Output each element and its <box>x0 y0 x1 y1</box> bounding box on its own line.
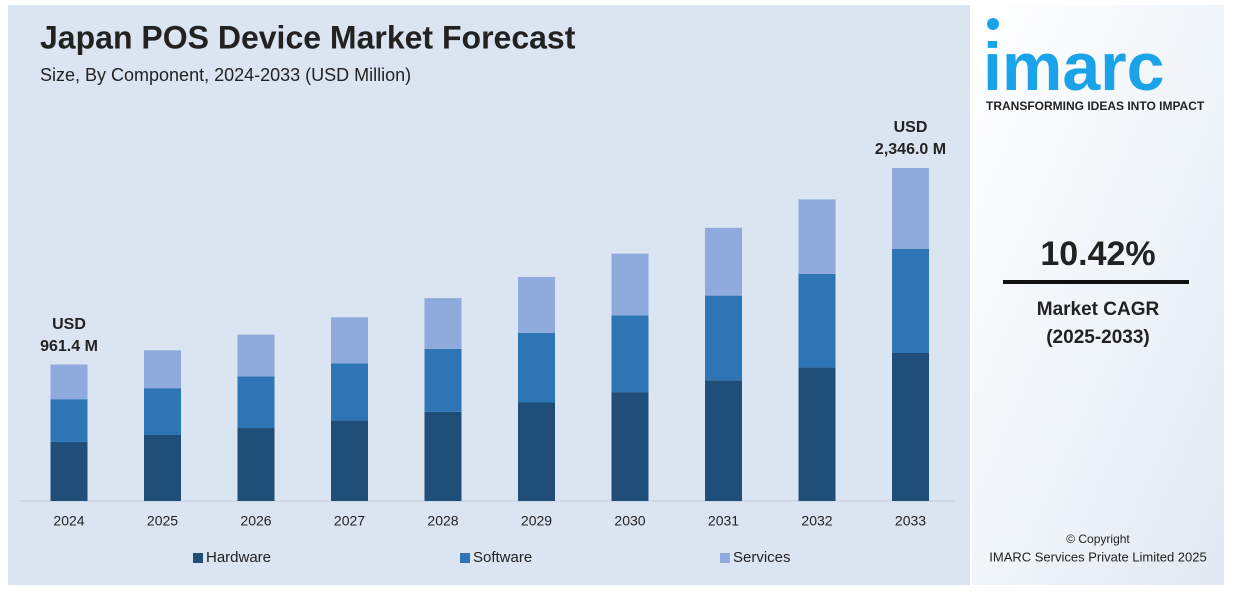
total-label: 961.4 M <box>40 338 98 355</box>
bar-segment <box>611 392 649 501</box>
bar-segment <box>331 420 368 501</box>
bar-segment <box>705 295 742 381</box>
bar-segment <box>424 411 462 501</box>
bar-segment <box>331 363 368 421</box>
bar-segment <box>611 315 649 393</box>
bar-segment <box>144 388 181 435</box>
logo: imarc <box>983 29 1164 105</box>
sidebar-background <box>972 5 1224 585</box>
bar-segment <box>50 399 88 442</box>
x-tick-label: 2028 <box>427 513 458 529</box>
total-label: USD <box>894 119 928 136</box>
cagr-label: Market CAGR <box>1037 299 1160 320</box>
legend-swatch <box>193 553 203 563</box>
tagline: TRANSFORMING IDEAS INTO IMPACT <box>986 99 1205 113</box>
total-label: USD <box>52 316 86 333</box>
bar-segment <box>237 376 275 429</box>
bar-segment <box>237 334 275 377</box>
x-tick-label: 2025 <box>147 513 178 529</box>
cagr-period: (2025-2033) <box>1046 327 1150 348</box>
bar-segment <box>424 298 462 349</box>
bar-segment <box>892 352 929 501</box>
chart-title: Japan POS Device Market Forecast <box>40 19 576 55</box>
x-tick-label: 2032 <box>801 513 832 529</box>
bar-segment <box>424 348 462 412</box>
bar-segment <box>705 227 742 296</box>
bar-segment <box>798 367 836 501</box>
company: IMARC Services Private Limited 2025 <box>989 549 1206 564</box>
chart-subtitle: Size, By Component, 2024-2033 (USD Milli… <box>40 65 411 85</box>
x-tick-label: 2027 <box>334 513 365 529</box>
bar-segment <box>518 332 555 403</box>
bar-segment <box>518 276 555 333</box>
legend-swatch <box>720 553 730 563</box>
bar-segment <box>892 248 929 353</box>
logo-dot <box>987 18 999 30</box>
bar-segment <box>798 199 836 274</box>
bar-segment <box>50 364 88 400</box>
copyright: © Copyright <box>1066 532 1130 546</box>
x-tick-label: 2024 <box>53 513 84 529</box>
bar-segment <box>611 253 649 316</box>
x-tick-label: 2033 <box>895 513 926 529</box>
bar-segment <box>144 350 181 389</box>
cagr-value: 10.42% <box>1040 235 1155 273</box>
bar-segment <box>518 402 555 501</box>
legend-label: Services <box>733 549 791 566</box>
legend-label: Hardware <box>206 549 271 566</box>
bar-segment <box>892 168 929 249</box>
bar-segment <box>705 380 742 501</box>
total-label: 2,346.0 M <box>875 141 946 158</box>
bar-segment <box>798 273 836 368</box>
x-tick-label: 2031 <box>708 513 739 529</box>
x-tick-label: 2030 <box>614 513 645 529</box>
bar-segment <box>331 317 368 364</box>
legend-swatch <box>460 553 470 563</box>
bar-segment <box>144 434 181 501</box>
bar-segment <box>50 441 88 501</box>
x-tick-label: 2026 <box>240 513 271 529</box>
legend-label: Software <box>473 549 532 566</box>
x-tick-label: 2029 <box>521 513 552 529</box>
bar-segment <box>237 428 275 501</box>
